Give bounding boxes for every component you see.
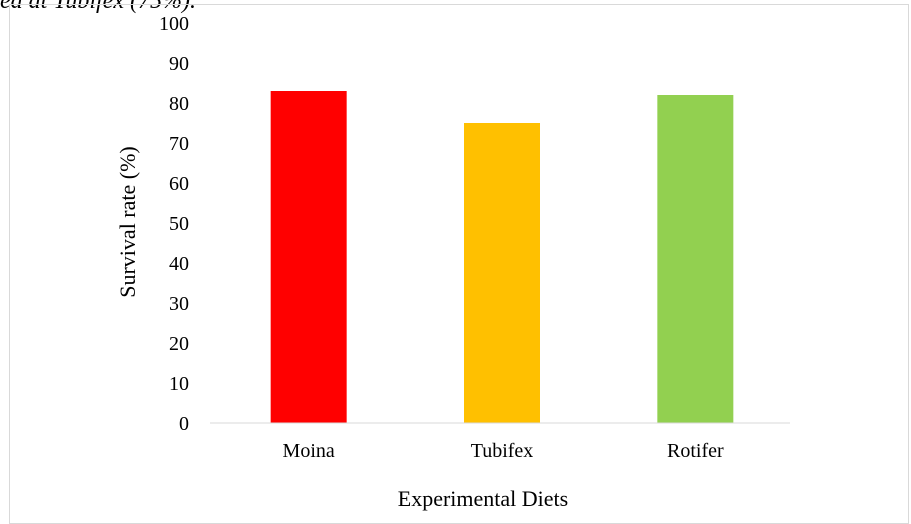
y-tick-label: 30: [169, 293, 189, 315]
y-tick-label: 80: [169, 93, 189, 115]
x-axis-tick-labels: Moina Tubifex Rotifer: [283, 440, 724, 462]
y-tick-label: 20: [169, 333, 189, 355]
bar-rotifer: [657, 95, 734, 423]
bar-moina: [270, 91, 347, 423]
y-tick-label: 10: [169, 373, 189, 395]
x-tick-label: Moina: [283, 440, 335, 462]
y-tick-label: 0: [179, 413, 189, 435]
y-tick-label: 70: [169, 133, 189, 155]
y-tick-label: 50: [169, 213, 189, 235]
y-tick-label: 90: [169, 53, 189, 75]
y-tick-label: 40: [169, 253, 189, 275]
y-axis-ticks: 0 10 20 30 40 50 60 70 80 90 100: [159, 13, 189, 435]
caption-fragment: ed at Tubifex (75%).: [0, 0, 196, 14]
x-axis-label: Experimental Diets: [398, 486, 568, 511]
x-tick-label: Tubifex: [471, 440, 534, 462]
y-axis-label: Survival rate (%): [115, 146, 140, 298]
bar-tubifex: [464, 123, 540, 423]
bars: [270, 91, 734, 423]
y-tick-label: 60: [169, 173, 189, 195]
y-tick-label: 100: [159, 13, 189, 35]
x-tick-label: Rotifer: [667, 440, 724, 462]
